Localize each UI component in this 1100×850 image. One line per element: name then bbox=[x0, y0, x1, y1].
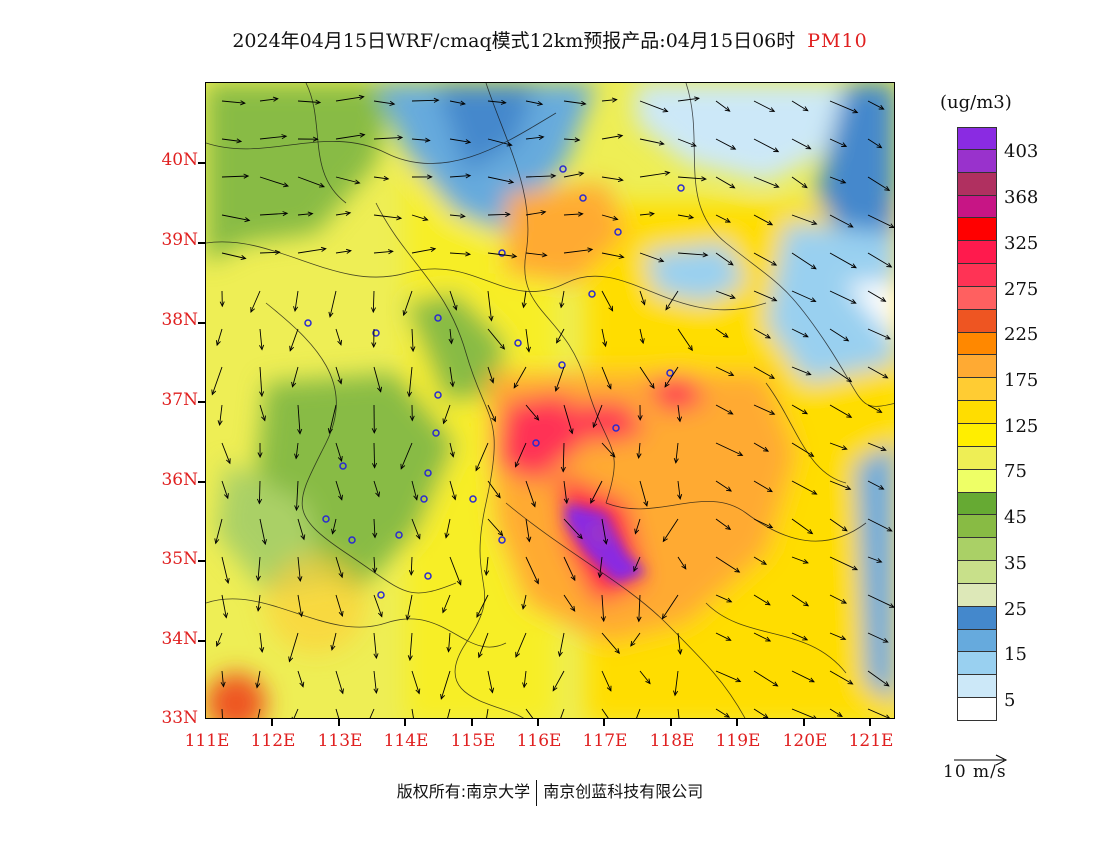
colorbar-cell bbox=[957, 355, 997, 379]
title-variable: PM10 bbox=[807, 30, 868, 52]
lon-tick bbox=[338, 719, 340, 726]
colorbar-cell bbox=[957, 401, 997, 424]
province-boundaries bbox=[206, 83, 894, 718]
lon-label-119e: 119E bbox=[715, 731, 761, 751]
lat-label-39n: 39N bbox=[161, 230, 198, 250]
colorbar-cell bbox=[957, 583, 997, 607]
cities bbox=[304, 165, 685, 599]
colorbar-cell bbox=[957, 172, 997, 196]
colorbar-cell bbox=[957, 149, 997, 173]
colorbar-cell bbox=[957, 675, 997, 699]
colorbar-cell bbox=[957, 606, 997, 630]
colorbar-cell bbox=[957, 538, 997, 562]
lon-tick bbox=[869, 719, 871, 726]
lon-tick bbox=[537, 719, 539, 726]
lon-label-120e: 120E bbox=[782, 731, 828, 751]
lat-label-36n: 36N bbox=[161, 470, 198, 490]
lat-label-40n: 40N bbox=[161, 150, 198, 170]
lon-label-113e: 113E bbox=[317, 731, 363, 751]
lat-tick bbox=[198, 162, 205, 164]
legend-label-368: 368 bbox=[1004, 187, 1039, 208]
colorbar-cell bbox=[957, 127, 997, 150]
colorbar-cell bbox=[957, 469, 997, 493]
legend-label-25: 25 bbox=[1004, 599, 1027, 620]
lon-label-116e: 116E bbox=[516, 731, 562, 751]
legend-label-275: 275 bbox=[1004, 279, 1039, 300]
lat-label-35n: 35N bbox=[161, 549, 198, 569]
lat-label-33n: 33N bbox=[161, 708, 198, 728]
legend-label-225: 225 bbox=[1004, 324, 1039, 345]
title-main: 2024年04月15日WRF/cmaq模式12km预报产品:04月15日06时 bbox=[232, 30, 796, 52]
lon-label-118e: 118E bbox=[649, 731, 695, 751]
lon-label-121e: 121E bbox=[848, 731, 894, 751]
page-title: 2024年04月15日WRF/cmaq模式12km预报产品:04月15日06时 P… bbox=[0, 26, 1100, 53]
copyright-footer: 版权所有:南京大学 南京创蓝科技有限公司 bbox=[0, 778, 1100, 806]
colorbar-cell bbox=[957, 446, 997, 470]
lat-label-34n: 34N bbox=[161, 629, 198, 649]
colorbar-cell bbox=[957, 492, 997, 516]
lon-label-111e: 111E bbox=[184, 731, 230, 751]
lat-tick bbox=[198, 481, 205, 483]
lon-tick bbox=[271, 719, 273, 726]
lat-tick bbox=[198, 640, 205, 642]
lat-tick bbox=[198, 401, 205, 403]
colorbar-cell bbox=[957, 286, 997, 310]
colorbar-cell bbox=[957, 241, 997, 265]
colorbar-cell bbox=[957, 561, 997, 584]
legend-label-325: 325 bbox=[1004, 233, 1039, 254]
lon-tick bbox=[404, 719, 406, 726]
legend-unit: (ug/m3) bbox=[940, 92, 1012, 113]
legend-label-35: 35 bbox=[1004, 553, 1027, 574]
colorbar-cell bbox=[957, 332, 997, 356]
colorbar-cell bbox=[957, 218, 997, 242]
colorbar-cell bbox=[957, 264, 997, 287]
lat-tick bbox=[198, 322, 205, 324]
lat-tick bbox=[198, 242, 205, 244]
map-panel[interactable] bbox=[205, 82, 895, 719]
footer-divider bbox=[536, 779, 538, 806]
lon-tick bbox=[803, 719, 805, 726]
colorbar bbox=[957, 127, 997, 721]
lat-label-37n: 37N bbox=[161, 390, 198, 410]
colorbar-cell bbox=[957, 698, 997, 721]
colorbar-cell bbox=[957, 629, 997, 653]
legend-label-125: 125 bbox=[1004, 416, 1039, 437]
lon-tick bbox=[736, 719, 738, 726]
wind-reference-arrow bbox=[954, 754, 1008, 766]
lon-tick bbox=[603, 719, 605, 726]
legend-label-5: 5 bbox=[1004, 690, 1016, 711]
colorbar-cell bbox=[957, 309, 997, 333]
wind-vectors bbox=[211, 94, 894, 718]
lon-tick bbox=[670, 719, 672, 726]
copyright-owner: 版权所有:南京大学 bbox=[396, 782, 531, 801]
legend-label-15: 15 bbox=[1004, 644, 1027, 665]
colorbar-cell bbox=[957, 378, 997, 402]
colorbar-cell bbox=[957, 423, 997, 447]
legend-label-403: 403 bbox=[1004, 141, 1039, 162]
concentration-field bbox=[206, 83, 894, 718]
colorbar-cell bbox=[957, 652, 997, 676]
legend-label-175: 175 bbox=[1004, 370, 1039, 391]
colorbar-cell bbox=[957, 195, 997, 219]
legend-label-45: 45 bbox=[1004, 507, 1027, 528]
lat-label-38n: 38N bbox=[161, 310, 198, 330]
lon-label-115e: 115E bbox=[450, 731, 496, 751]
lon-tick bbox=[471, 719, 473, 726]
lat-tick bbox=[198, 560, 205, 562]
legend-label-75: 75 bbox=[1004, 461, 1027, 482]
colorbar-cell bbox=[957, 515, 997, 539]
lon-label-112e: 112E bbox=[250, 731, 296, 751]
wind-reference-label: 10 m/s bbox=[943, 762, 1007, 782]
copyright-company: 南京创蓝科技有限公司 bbox=[543, 782, 704, 801]
lon-label-114e: 114E bbox=[383, 731, 429, 751]
concentration-map[interactable] bbox=[206, 83, 895, 719]
lon-label-117e: 117E bbox=[582, 731, 628, 751]
